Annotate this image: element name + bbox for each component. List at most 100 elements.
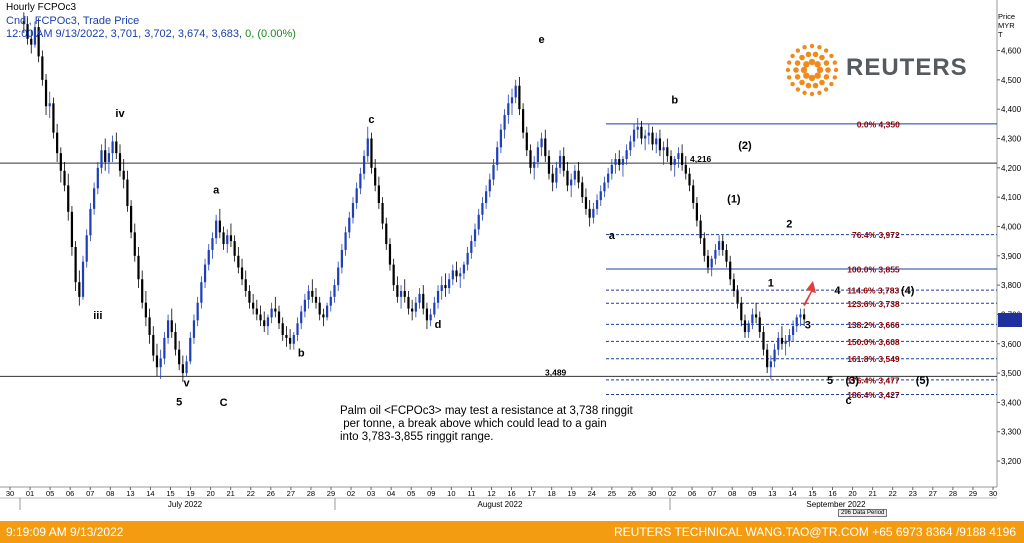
candle-body <box>510 97 514 104</box>
candle-body <box>318 302 321 315</box>
x-tick-label: 08 <box>106 489 114 498</box>
candle-body <box>766 349 769 368</box>
candle-body <box>63 170 66 186</box>
candle-body <box>725 249 728 262</box>
candle-body <box>81 261 85 297</box>
candle-body <box>699 220 702 239</box>
x-tick-label: 20 <box>206 489 214 498</box>
wave-label: 4 <box>834 285 841 297</box>
logo-dot <box>794 60 801 66</box>
candle-body <box>344 232 347 250</box>
fib-label: 76.4% 3,972 <box>852 230 900 240</box>
candle-body <box>252 302 255 309</box>
candle-body <box>433 302 436 315</box>
candle-body <box>115 141 118 154</box>
candle-body <box>592 208 595 218</box>
x-tick-label: 14 <box>788 489 796 498</box>
wave-label: d <box>435 319 442 331</box>
candle-body <box>422 293 425 309</box>
wave-label: e <box>539 34 545 46</box>
candle-body <box>285 334 288 338</box>
fib-label: 123.6% 3,738 <box>847 299 900 309</box>
candle-body <box>403 290 406 297</box>
candle-body <box>222 232 225 245</box>
x-tick-label: 30 <box>648 489 656 498</box>
candle-body <box>736 290 739 303</box>
candle-body <box>399 290 403 297</box>
x-tick-label: 25 <box>608 489 616 498</box>
candle-body <box>751 314 754 324</box>
candle-body <box>558 156 562 168</box>
candle-body <box>89 208 92 236</box>
y-tick-label: 3,800 <box>1001 281 1022 290</box>
candle-body <box>56 132 59 154</box>
candle-body <box>540 138 543 148</box>
x-tick-label: 26 <box>628 489 636 498</box>
month-label: August 2022 <box>478 500 523 509</box>
x-tick-label: 30 <box>989 489 997 498</box>
candle-body <box>551 173 554 183</box>
candle-body <box>784 340 787 344</box>
candle-body <box>303 299 307 312</box>
candle-body <box>178 349 181 365</box>
candle-body <box>499 129 503 148</box>
fib-label: 0.0% 4,350 <box>857 119 900 129</box>
candle-body <box>518 85 521 110</box>
x-tick-label: 24 <box>588 489 596 498</box>
logo-dot <box>809 43 815 49</box>
candle-body <box>93 188 96 209</box>
logo-dot <box>817 44 822 50</box>
candle-body <box>706 255 710 268</box>
logo-dot <box>825 67 831 73</box>
candle-body <box>26 24 29 39</box>
candle-body <box>658 138 662 151</box>
candle-body <box>159 358 162 368</box>
candle-body <box>277 311 281 324</box>
candle-body <box>259 314 262 321</box>
candle-body <box>129 205 133 233</box>
x-tick-label: 18 <box>547 489 555 498</box>
x-tick-label: 29 <box>327 489 335 498</box>
last-price-marker <box>998 313 1022 327</box>
logo-dot <box>814 61 821 68</box>
candle-body <box>677 153 680 160</box>
candle-body <box>229 235 233 242</box>
candle-body <box>732 279 735 291</box>
y-tick-label: 3,400 <box>1001 398 1022 407</box>
y-tick-label: 4,400 <box>1001 105 1022 114</box>
candle-body <box>141 279 144 303</box>
candle-body <box>163 337 166 359</box>
x-tick-label: 13 <box>126 489 134 498</box>
logo-dot <box>829 81 834 87</box>
logo-dot <box>823 60 830 66</box>
candle-body <box>96 167 99 189</box>
logo-dot <box>800 66 808 74</box>
candle-body <box>107 153 111 162</box>
candle-body <box>396 285 399 297</box>
logo-dot <box>799 54 805 61</box>
fib-label: 138.2% 3,666 <box>847 320 900 330</box>
change-value: 0, (0.00%) <box>245 28 296 40</box>
logo-dot <box>802 44 807 50</box>
data-period-box: 296 Data Period <box>838 509 888 517</box>
candle-body <box>311 290 314 297</box>
y-tick-label: 3,900 <box>1001 252 1022 261</box>
logo-dot <box>809 91 815 97</box>
logo-dot <box>833 67 839 73</box>
candle-body <box>451 270 454 280</box>
wave-label: (4) <box>901 285 915 297</box>
candle-body <box>207 249 210 265</box>
candle-body <box>385 223 388 245</box>
x-tick-label: 09 <box>427 489 435 498</box>
logo-dot <box>790 81 795 87</box>
candle-body <box>488 179 491 192</box>
candle-body <box>407 296 410 309</box>
x-tick-label: 19 <box>186 489 194 498</box>
candle-body <box>503 115 506 130</box>
x-tick-label: 07 <box>86 489 94 498</box>
y-tick-label: 3,200 <box>1001 457 1022 466</box>
reuters-logo: REUTERS <box>780 38 967 102</box>
logo-text: REUTERS <box>846 54 968 81</box>
candle-body <box>555 167 558 183</box>
wave-label: a <box>609 230 616 242</box>
